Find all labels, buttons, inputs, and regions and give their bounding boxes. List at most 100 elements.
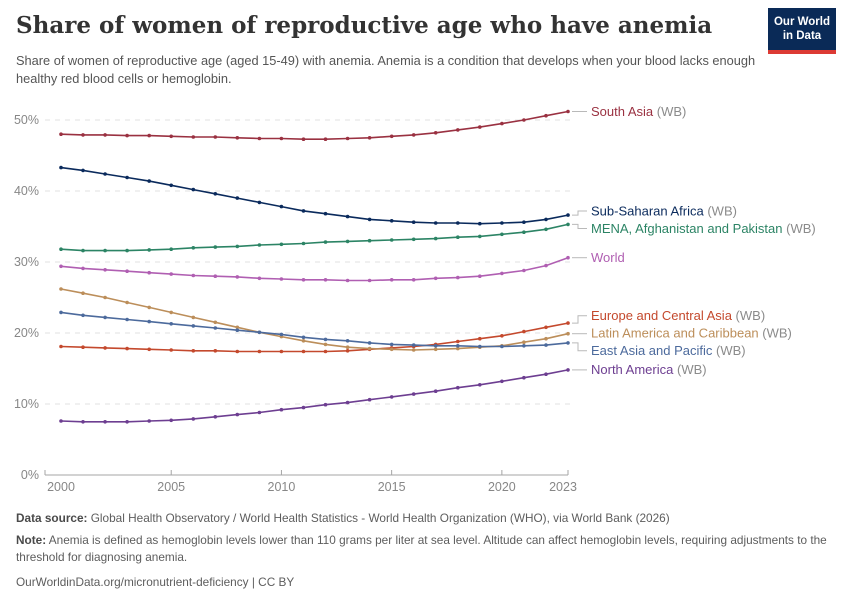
series-point[interactable] bbox=[257, 349, 262, 354]
series-point[interactable] bbox=[544, 113, 548, 118]
series-point[interactable] bbox=[103, 172, 107, 176]
series-point[interactable] bbox=[323, 337, 328, 342]
series-point[interactable] bbox=[522, 268, 526, 273]
series-point[interactable] bbox=[566, 109, 570, 114]
series-point[interactable] bbox=[566, 331, 570, 336]
series-point[interactable] bbox=[411, 343, 416, 347]
series-point[interactable] bbox=[522, 344, 526, 348]
series-point[interactable] bbox=[411, 237, 416, 242]
series-point[interactable] bbox=[301, 349, 306, 354]
series-point[interactable] bbox=[147, 270, 151, 275]
series-point[interactable] bbox=[301, 278, 306, 282]
series-point[interactable] bbox=[323, 278, 328, 282]
series-point[interactable] bbox=[103, 315, 107, 320]
series-point[interactable] bbox=[147, 305, 151, 310]
series-point[interactable] bbox=[389, 278, 394, 282]
series-point[interactable] bbox=[456, 346, 460, 351]
series-point[interactable] bbox=[456, 221, 460, 225]
series-point[interactable] bbox=[478, 274, 482, 278]
series-point[interactable] bbox=[456, 275, 460, 280]
series-line[interactable] bbox=[60, 288, 569, 351]
series-point[interactable] bbox=[323, 240, 328, 244]
series-point[interactable] bbox=[345, 278, 350, 283]
series-point[interactable] bbox=[345, 239, 350, 244]
series-point[interactable] bbox=[169, 322, 173, 326]
series-point[interactable] bbox=[433, 389, 438, 394]
series-point[interactable] bbox=[522, 220, 526, 224]
series-point[interactable] bbox=[522, 340, 526, 344]
series-point[interactable] bbox=[544, 227, 548, 232]
series-point[interactable] bbox=[522, 375, 526, 380]
series-point[interactable] bbox=[301, 241, 306, 246]
series-point[interactable] bbox=[367, 136, 372, 140]
series-point[interactable] bbox=[522, 230, 526, 234]
series-point[interactable] bbox=[478, 125, 482, 129]
series-point[interactable] bbox=[81, 313, 85, 318]
series-point[interactable] bbox=[411, 278, 416, 282]
series-point[interactable] bbox=[169, 348, 173, 352]
series-point[interactable] bbox=[478, 221, 482, 226]
series-point[interactable] bbox=[81, 345, 85, 349]
series-point[interactable] bbox=[213, 135, 218, 139]
series-point[interactable] bbox=[191, 187, 196, 192]
series-point[interactable] bbox=[169, 183, 173, 188]
series-point[interactable] bbox=[235, 325, 240, 330]
series-point[interactable] bbox=[169, 134, 173, 139]
series-point[interactable] bbox=[191, 324, 196, 328]
series-point[interactable] bbox=[235, 412, 240, 417]
series-line[interactable] bbox=[60, 110, 569, 140]
series-point[interactable] bbox=[411, 348, 416, 352]
series-point[interactable] bbox=[456, 344, 460, 348]
series-point[interactable] bbox=[59, 165, 63, 170]
series-point[interactable] bbox=[433, 344, 438, 348]
series-point[interactable] bbox=[544, 217, 548, 222]
series-point[interactable] bbox=[169, 310, 173, 315]
series-point[interactable] bbox=[147, 248, 151, 252]
series-point[interactable] bbox=[433, 131, 438, 135]
series-point[interactable] bbox=[81, 420, 85, 424]
series-point[interactable] bbox=[169, 418, 173, 423]
series-line[interactable] bbox=[60, 322, 569, 353]
series-point[interactable] bbox=[345, 136, 350, 141]
series-point[interactable] bbox=[169, 272, 173, 276]
series-point[interactable] bbox=[456, 385, 460, 390]
series-point[interactable] bbox=[125, 248, 129, 253]
series-point[interactable] bbox=[433, 276, 438, 281]
series-line[interactable] bbox=[60, 256, 569, 282]
series-point[interactable] bbox=[125, 269, 129, 273]
series-point[interactable] bbox=[500, 232, 504, 237]
series-point[interactable] bbox=[367, 341, 372, 345]
series-point[interactable] bbox=[323, 137, 328, 141]
series-point[interactable] bbox=[147, 133, 151, 138]
line-chart[interactable]: 0% 10% 20% 30% 40% 50% 2000 2005 2010 2015 2020 202… bbox=[0, 100, 850, 505]
series-point[interactable] bbox=[500, 344, 504, 349]
series-point[interactable] bbox=[544, 263, 548, 268]
series-point[interactable] bbox=[522, 329, 526, 334]
series-world[interactable] bbox=[59, 255, 570, 283]
series-point[interactable] bbox=[125, 300, 129, 305]
series-point[interactable] bbox=[279, 332, 284, 337]
series-point[interactable] bbox=[411, 133, 416, 137]
series-point[interactable] bbox=[323, 342, 328, 347]
series-point[interactable] bbox=[301, 137, 306, 141]
series-point[interactable] bbox=[301, 405, 306, 410]
series-point[interactable] bbox=[213, 415, 218, 419]
series-point[interactable] bbox=[125, 133, 129, 138]
series-point[interactable] bbox=[191, 273, 196, 278]
series-point[interactable] bbox=[191, 135, 196, 139]
series-point[interactable] bbox=[191, 417, 196, 421]
series-point[interactable] bbox=[103, 295, 107, 300]
series-point[interactable] bbox=[367, 346, 372, 351]
series-point[interactable] bbox=[500, 271, 504, 276]
series-point[interactable] bbox=[169, 247, 173, 251]
series-point[interactable] bbox=[125, 175, 129, 180]
series-point[interactable] bbox=[411, 220, 416, 224]
owid-logo[interactable]: Our World in Data bbox=[768, 8, 836, 54]
series-point[interactable] bbox=[345, 345, 350, 349]
series-point[interactable] bbox=[323, 349, 328, 354]
series-point[interactable] bbox=[456, 235, 460, 239]
series-point[interactable] bbox=[433, 221, 438, 225]
series-point[interactable] bbox=[323, 402, 328, 407]
series-point[interactable] bbox=[279, 204, 284, 209]
series-north-america[interactable] bbox=[59, 368, 570, 424]
